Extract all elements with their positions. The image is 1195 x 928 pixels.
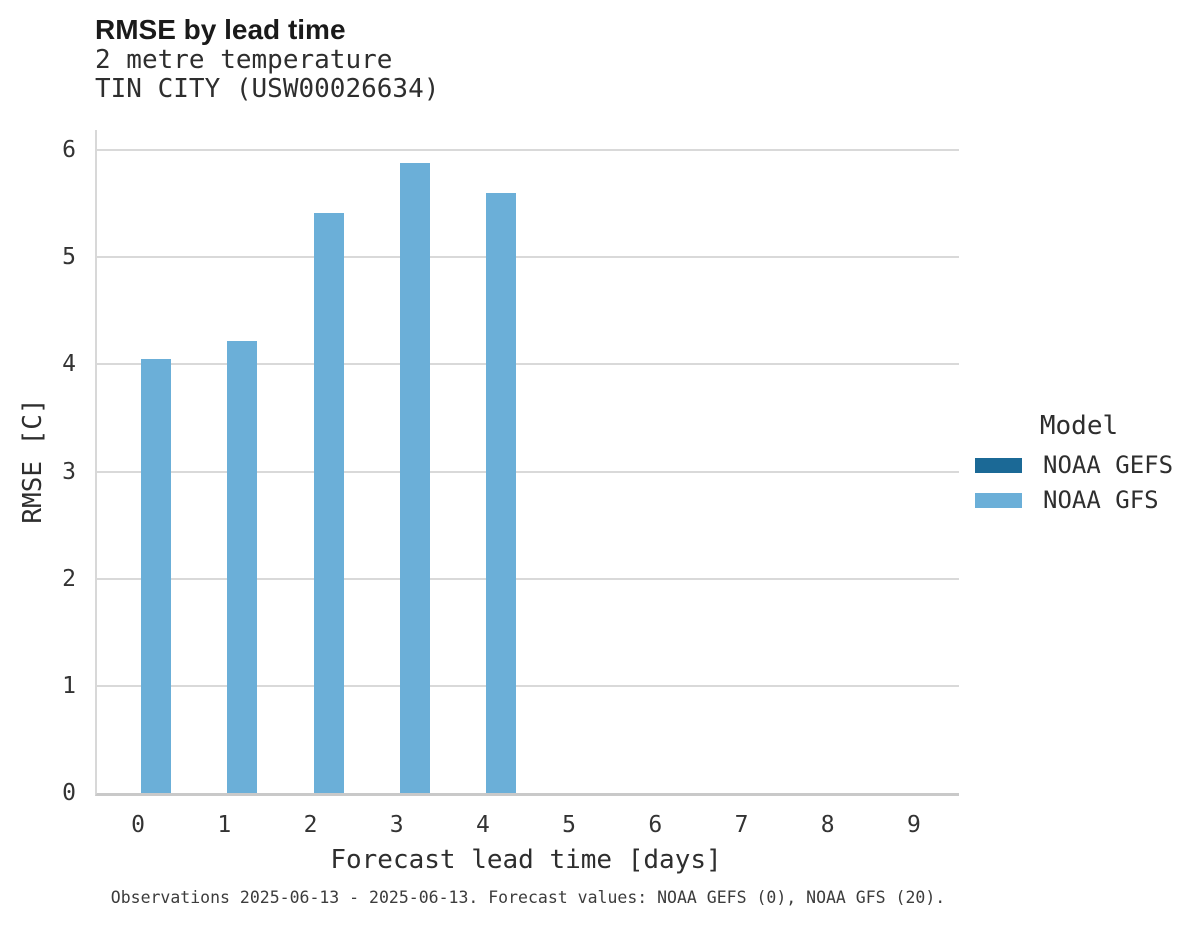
y-tick-label-1: 1 (62, 672, 76, 699)
gridline-y6 (97, 149, 959, 151)
gridline-y2 (97, 577, 959, 580)
x-tick-label-8: 8 (820, 812, 835, 838)
chart-title: RMSE by lead time (95, 14, 346, 45)
x-tick-label-4: 4 (475, 812, 490, 838)
x-tick-label-2: 2 (303, 812, 318, 838)
legend-label: NOAA GFS (1043, 486, 1159, 514)
y-tick-label-3: 3 (62, 458, 76, 485)
plot-area (95, 130, 959, 796)
x-tick-label-7: 7 (734, 812, 749, 838)
chart-subtitle-variable: 2 metre temperature (95, 45, 393, 75)
bar-noaa-gfs-lead2 (313, 213, 344, 793)
gridline-y4 (97, 363, 959, 366)
legend-items: NOAA GEFS NOAA GFS (975, 450, 1183, 515)
bar-noaa-gfs-lead4 (485, 192, 516, 793)
gridline-y3 (97, 470, 959, 473)
legend-swatch-noaa-gfs (975, 492, 1022, 508)
x-tick-label-3: 3 (389, 812, 404, 838)
bar-noaa-gfs-lead0 (141, 358, 172, 793)
bar-noaa-gfs-lead1 (227, 340, 258, 793)
y-tick-label-5: 5 (62, 244, 76, 271)
y-tick-label-0: 0 (62, 780, 76, 806)
legend-swatch-noaa-gefs (975, 457, 1022, 473)
y-tick-label-2: 2 (62, 565, 76, 592)
x-tick-label-0: 0 (131, 812, 146, 838)
gridline-y1 (97, 684, 959, 687)
legend: Model NOAA GEFS NOAA GFS (975, 410, 1183, 520)
x-axis-title: Forecast lead time [days] (330, 845, 722, 875)
chart-caption: Observations 2025-06-13 - 2025-06-13. Fo… (110, 888, 946, 907)
chart-subtitle-station: TIN CITY (USW00026634) (95, 74, 440, 104)
gridline-y5 (97, 256, 959, 259)
x-tick-label-5: 5 (562, 812, 577, 838)
x-tick-label-1: 1 (217, 812, 232, 838)
bar-noaa-gfs-lead3 (399, 162, 430, 793)
legend-item-noaa-gefs: NOAA GEFS (975, 450, 1183, 480)
legend-item-noaa-gfs: NOAA GFS (975, 485, 1183, 515)
y-tick-label-6: 6 (62, 137, 76, 163)
legend-title: Model (1039, 411, 1119, 441)
title-block: RMSE by lead time 2 metre temperature TI… (95, 14, 439, 104)
y-tick-label-4: 4 (62, 351, 76, 378)
x-tick-label-9: 9 (906, 812, 921, 838)
x-tick-label-6: 6 (648, 812, 663, 838)
legend-label: NOAA GEFS (1043, 451, 1174, 479)
